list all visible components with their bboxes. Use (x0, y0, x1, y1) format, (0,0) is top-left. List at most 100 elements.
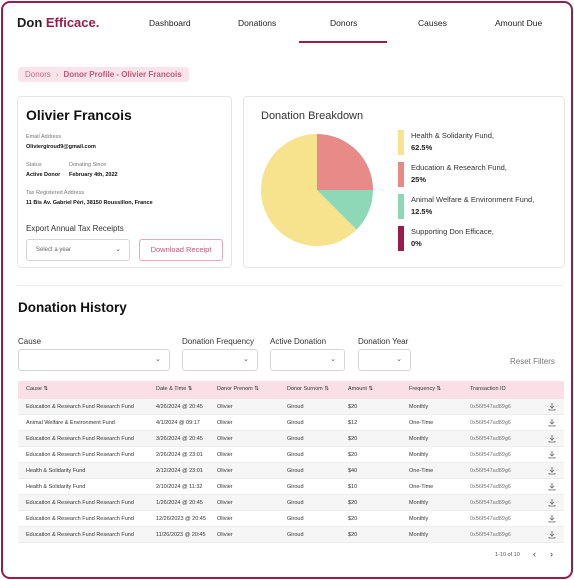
cell-frequency: Monthly (409, 500, 429, 506)
cell-amount: $20 (348, 500, 358, 506)
breadcrumb-separator-icon: › (55, 70, 59, 79)
breakdown-title: Donation Breakdown (261, 110, 364, 122)
brand-name-part1: Don (17, 15, 46, 30)
table-row: Animal Welfare & Environment Fund 4/1/202… (18, 415, 564, 431)
download-icon[interactable] (548, 498, 556, 507)
cell-transaction-id: 0x56f547ad89g6 (470, 484, 511, 490)
cell-surnom: Giroud (287, 452, 304, 458)
cell-surnom: Giroud (287, 436, 304, 442)
status-value: Active Donor (26, 172, 61, 178)
col-header-label: Donor Surnom (287, 386, 323, 392)
filter-year-select[interactable]: ⌄ (358, 349, 411, 371)
nav-active-indicator (299, 41, 387, 43)
filter-active-select[interactable]: ⌄ (270, 349, 345, 371)
download-icon[interactable] (548, 418, 556, 427)
cell-transaction-id: 0x56f547ad89g6 (470, 452, 511, 458)
cell-surnom: Giroud (287, 516, 304, 522)
download-icon[interactable] (548, 514, 556, 523)
sort-icon: ⇅ (368, 386, 374, 392)
legend-pct: 0% (411, 239, 422, 248)
chevron-down-icon: ⌄ (115, 246, 121, 253)
table-header: Cause ⇅ Date & Time ⇅ Donor Prenom ⇅ Don… (18, 381, 564, 399)
download-receipt-button[interactable]: Download Receipt (139, 239, 223, 261)
cell-surnom: Giroud (287, 420, 304, 426)
col-header-label: Amount (348, 386, 367, 392)
table-row: Education & Research Fund Research Fund 4… (18, 399, 564, 415)
cell-frequency: One-Time (409, 484, 434, 490)
col-header-frequency[interactable]: Frequency ⇅ (409, 386, 441, 392)
col-header-label: Cause (26, 386, 42, 392)
cell-amount: $20 (348, 436, 358, 442)
cell-amount: $20 (348, 516, 358, 522)
legend-pct: 12.5% (411, 207, 433, 216)
col-header-surnom[interactable]: Donor Surnom ⇅ (287, 386, 329, 392)
table-row: Health & Solidarity Fund 2/10/2024 @ 11:3… (18, 479, 564, 495)
cell-transaction-id: 0x56f547ad89g6 (470, 468, 511, 474)
cell-cause: Education & Research Fund Research Fund (26, 516, 134, 522)
table-row: Education & Research Fund Research Fund 1… (18, 511, 564, 527)
nav-dashboard[interactable]: Dashboard (149, 18, 191, 28)
cell-surnom: Giroud (287, 532, 304, 538)
cell-cause: Animal Welfare & Environment Fund (26, 420, 115, 426)
year-select[interactable]: Select a year ⌄ (26, 239, 130, 261)
cell-transaction-id: 0x56f547ad89g6 (470, 404, 511, 410)
breadcrumb-current: Donor Profile - Olivier Francois (63, 70, 182, 79)
nav-donations[interactable]: Donations (238, 18, 277, 28)
col-header-prenom[interactable]: Donor Prenom ⇅ (217, 386, 259, 392)
brand-logo[interactable]: Don Efficace. (17, 15, 99, 30)
breadcrumb-root[interactable]: Donors (25, 70, 51, 79)
cell-amount: $40 (348, 468, 358, 474)
download-icon[interactable] (548, 450, 556, 459)
cell-transaction-id: 0x56f547ad89g6 (470, 532, 511, 538)
nav-donors[interactable]: Donors (330, 18, 358, 28)
cell-prenom: Olivier (217, 452, 233, 458)
address-value: 11 Bis Av. Gabriel Péri, 38150 Roussillo… (26, 200, 153, 206)
status-label: Status (26, 162, 42, 168)
download-icon[interactable] (548, 466, 556, 475)
donor-first-name: Olivier (26, 107, 70, 123)
cell-cause: Health & Solidarity Fund (26, 484, 86, 490)
col-header-cause[interactable]: Cause ⇅ (26, 386, 48, 392)
download-icon[interactable] (548, 530, 556, 539)
filter-frequency-select[interactable]: ⌄ (182, 349, 258, 371)
cell-prenom: Olivier (217, 516, 233, 522)
cell-cause: Education & Research Fund Research Fund (26, 452, 134, 458)
legend-swatch (398, 130, 404, 155)
cell-frequency: Monthly (409, 452, 429, 458)
cell-prenom: Olivier (217, 420, 233, 426)
export-receipts-title: Export Annual Tax Receipts (26, 224, 124, 233)
pie-slice-2 (317, 190, 373, 230)
table-row: Education & Research Fund Research Fund 2… (18, 447, 564, 463)
cell-prenom: Olivier (217, 468, 233, 474)
sort-icon: ⇅ (43, 386, 49, 392)
col-header-date[interactable]: Date & Time ⇅ (156, 386, 192, 392)
col-header-amount[interactable]: Amount ⇅ (348, 386, 373, 392)
col-header-label: Frequency (409, 386, 435, 392)
cell-prenom: Olivier (217, 404, 233, 410)
since-label: Donating Since (69, 162, 107, 168)
download-icon[interactable] (548, 402, 556, 411)
address-label: Tax Registered Address (26, 190, 85, 196)
nav-causes[interactable]: Causes (418, 18, 447, 28)
chevron-down-icon: ⌄ (243, 356, 249, 363)
chevron-down-icon: ⌄ (396, 356, 402, 363)
cell-date: 4/1/2024 @ 09:17 (156, 420, 200, 426)
chevron-left-icon[interactable]: ‹ (533, 549, 536, 559)
cell-prenom: Olivier (217, 436, 233, 442)
download-icon[interactable] (548, 482, 556, 491)
brand-name-part2: Efficace. (45, 15, 100, 30)
cell-surnom: Giroud (287, 468, 304, 474)
reset-filters-button[interactable]: Reset Filters (510, 357, 555, 366)
chevron-right-icon[interactable]: › (550, 549, 553, 559)
cell-date: 2/12/2024 @ 23:01 (156, 468, 203, 474)
filter-cause-select[interactable]: ⌄ (18, 349, 170, 371)
nav-amount-due[interactable]: Amount Due (495, 18, 543, 28)
table-row: Health & Solidarity Fund 2/12/2024 @ 23:0… (18, 463, 564, 479)
cell-frequency: Monthly (409, 532, 429, 538)
donor-profile-card: Olivier Francois Email Address Oliviergi… (17, 96, 232, 268)
cell-frequency: Monthly (409, 516, 429, 522)
filter-cause-label: Cause (18, 337, 42, 346)
sort-icon: ⇅ (187, 386, 193, 392)
download-icon[interactable] (548, 434, 556, 443)
sort-icon: ⇅ (254, 386, 259, 392)
